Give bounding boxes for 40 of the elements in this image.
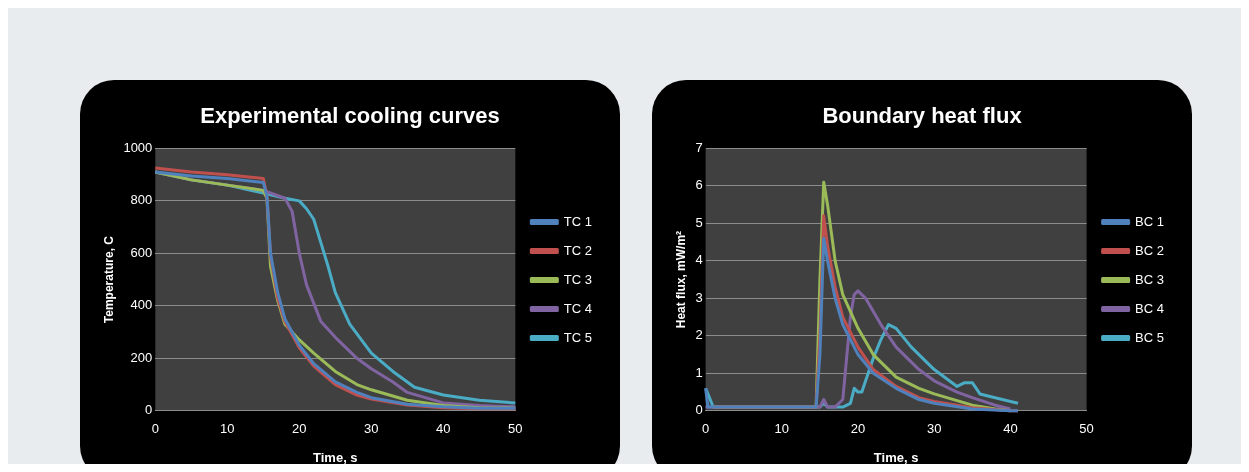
y-tick-label: 200 xyxy=(130,349,153,365)
y-axis-title: Heat flux, mW/m² xyxy=(673,230,688,329)
y-tick-label: 0 xyxy=(145,402,153,418)
legend-label: TC 2 xyxy=(563,242,592,258)
legend-label: BC 2 xyxy=(1135,242,1165,258)
x-tick-label: 50 xyxy=(508,421,523,437)
x-tick-label: 30 xyxy=(926,421,942,437)
y-tick-label: 6 xyxy=(695,177,703,193)
legend-label: BC 3 xyxy=(1135,271,1165,287)
y-tick-label: 3 xyxy=(695,289,703,305)
x-tick-label: 40 xyxy=(1003,421,1018,437)
y-tick-label: 7 xyxy=(695,139,703,155)
y-tick-label: 600 xyxy=(130,244,153,260)
y-tick-label: 5 xyxy=(695,214,703,230)
x-tick-label: 20 xyxy=(292,421,307,437)
y-tick-label: 1 xyxy=(695,364,703,380)
legend-label: TC 3 xyxy=(563,271,592,287)
chart-title: Experimental cooling curves xyxy=(200,103,500,129)
legend-label: BC 4 xyxy=(1135,300,1165,316)
x-tick-label: 50 xyxy=(1079,421,1094,437)
x-axis-title: Time, s xyxy=(873,449,919,465)
chart-title: Boundary heat flux xyxy=(822,103,1023,129)
x-tick-label: 30 xyxy=(364,421,379,437)
y-tick-label: 2 xyxy=(695,327,703,343)
legend-label: BC 5 xyxy=(1135,329,1165,345)
y-tick-label: 1000 xyxy=(123,139,153,155)
legend-label: BC 1 xyxy=(1135,213,1165,229)
y-tick-label: 4 xyxy=(695,252,703,268)
legend-label: TC 4 xyxy=(563,300,592,316)
x-tick-label: 10 xyxy=(774,421,790,437)
y-tick-label: 0 xyxy=(695,402,703,418)
y-tick-label: 400 xyxy=(130,297,153,313)
x-tick-label: 10 xyxy=(220,421,235,437)
x-tick-label: 40 xyxy=(436,421,451,437)
x-axis-title: Time, s xyxy=(313,449,358,465)
legend-label: TC 1 xyxy=(563,213,592,229)
y-axis-title: Temperature, C xyxy=(101,235,116,324)
x-tick-label: 20 xyxy=(850,421,866,437)
y-tick-label: 800 xyxy=(130,192,153,208)
legend-label: TC 5 xyxy=(563,329,592,345)
